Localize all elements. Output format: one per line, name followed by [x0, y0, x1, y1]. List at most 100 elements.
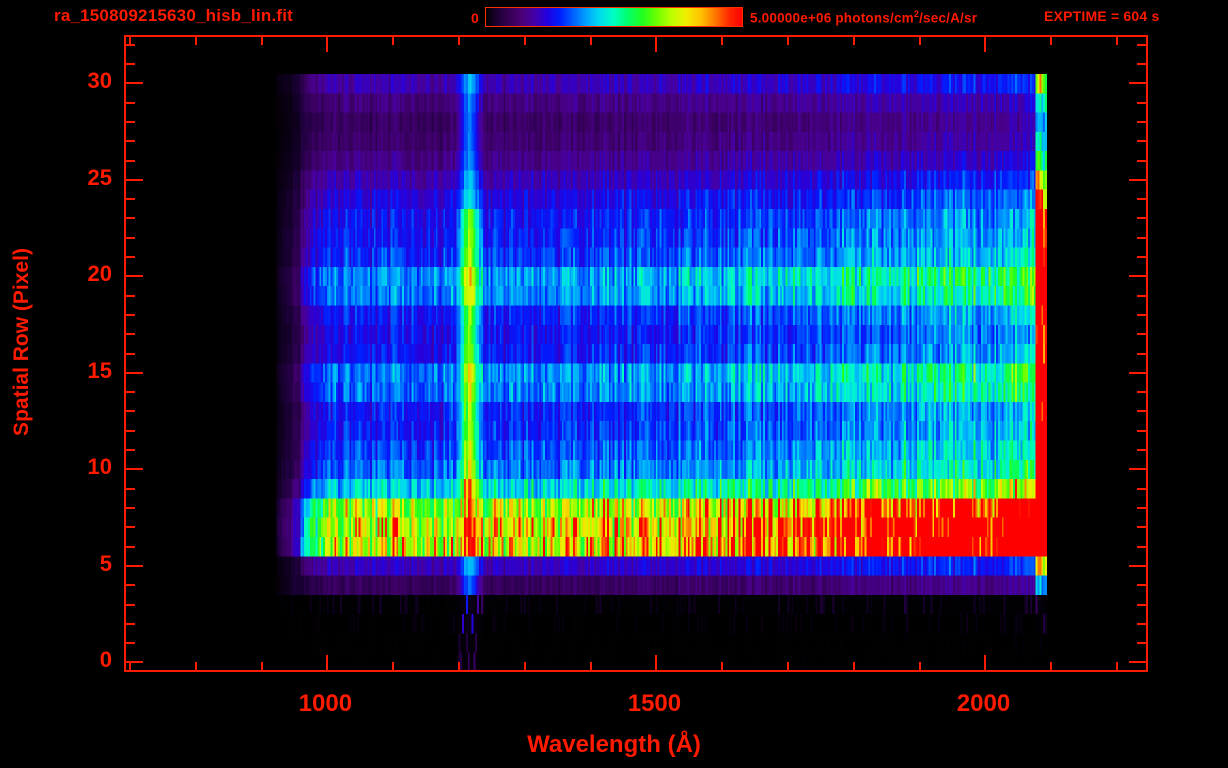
x-tick-minor: [260, 662, 263, 670]
y-tick-minor: [126, 622, 135, 625]
exposure-time-label: EXPTIME = 604 s: [1044, 8, 1160, 24]
y-tick-minor-right: [1137, 313, 1146, 316]
y-tick-label: 10: [87, 454, 112, 480]
y-tick-major: [126, 275, 143, 278]
y-tick-minor-right: [1137, 526, 1146, 529]
y-tick-minor: [126, 545, 135, 548]
colorbar-max-label: 5.00000e+06 photons/cm2/sec/A/sr: [750, 9, 977, 26]
y-tick-minor-right: [1137, 333, 1146, 336]
y-tick-minor-right: [1137, 487, 1146, 490]
y-tick-major: [126, 178, 143, 181]
y-tick-minor-right: [1137, 545, 1146, 548]
y-tick-label: 20: [87, 261, 112, 287]
y-tick-minor-right: [1137, 449, 1146, 452]
y-tick-minor-right: [1137, 217, 1146, 220]
x-tick-minor-top: [392, 37, 395, 45]
x-tick-major-top: [655, 37, 658, 52]
y-tick-minor: [126, 63, 135, 66]
x-tick-minor-top: [194, 37, 197, 45]
y-tick-minor-right: [1137, 584, 1146, 587]
y-tick-minor: [126, 236, 135, 239]
x-tick-minor: [128, 662, 131, 670]
y-tick-minor: [126, 603, 135, 606]
y-tick-major: [126, 661, 143, 664]
x-tick-minor-top: [1050, 37, 1053, 45]
y-tick-minor: [126, 333, 135, 336]
x-tick-minor-top: [128, 37, 131, 45]
y-tick-minor-right: [1137, 236, 1146, 239]
y-tick-major: [126, 371, 143, 374]
y-tick-major-right: [1129, 82, 1146, 85]
y-tick-minor-right: [1137, 101, 1146, 104]
x-tick-minor: [457, 662, 460, 670]
x-tick-major: [984, 655, 987, 670]
x-tick-minor: [787, 662, 790, 670]
y-tick-major-right: [1129, 468, 1146, 471]
colorbar-exponent: 2: [913, 9, 920, 19]
x-tick-minor-top: [260, 37, 263, 45]
y-tick-minor-right: [1137, 159, 1146, 162]
plot-area: [126, 37, 1146, 670]
y-tick-minor: [126, 487, 135, 490]
x-tick-minor-top: [787, 37, 790, 45]
colorbar-min-label: 0: [471, 10, 479, 26]
y-tick-minor-right: [1137, 256, 1146, 259]
x-tick-major-top: [984, 37, 987, 52]
y-tick-minor: [126, 506, 135, 509]
y-tick-major-right: [1129, 564, 1146, 567]
y-tick-minor: [126, 294, 135, 297]
y-tick-minor-right: [1137, 352, 1146, 355]
x-tick-minor: [523, 662, 526, 670]
y-tick-minor-right: [1137, 391, 1146, 394]
colorbar-units-tail: /sec/A/sr: [919, 10, 978, 26]
y-tick-minor: [126, 159, 135, 162]
y-tick-minor-right: [1137, 43, 1146, 46]
colorbar: [485, 7, 743, 27]
colorbar-max-value: 5.00000e+06 photons/cm: [750, 10, 914, 26]
x-tick-minor: [1116, 662, 1119, 670]
y-tick-label: 5: [99, 550, 112, 576]
x-axis-title: Wavelength (Å): [527, 731, 701, 758]
heatmap-image: [276, 74, 1047, 670]
x-tick-major: [326, 655, 329, 670]
x-tick-label: 1000: [298, 690, 353, 717]
y-axis-title: Spatial Row (Pixel): [10, 248, 33, 436]
y-tick-major-right: [1129, 371, 1146, 374]
plot-frame: [124, 35, 1148, 672]
y-tick-minor-right: [1137, 642, 1146, 645]
y-tick-label: 30: [87, 68, 112, 94]
x-tick-label: 2000: [956, 690, 1011, 717]
y-tick-major: [126, 468, 143, 471]
x-tick-minor-top: [852, 37, 855, 45]
y-tick-minor: [126, 140, 135, 143]
y-tick-minor-right: [1137, 120, 1146, 123]
x-tick-minor-top: [523, 37, 526, 45]
x-tick-minor: [1050, 662, 1053, 670]
y-tick-minor: [126, 642, 135, 645]
y-tick-minor: [126, 101, 135, 104]
y-tick-minor: [126, 391, 135, 394]
y-tick-minor-right: [1137, 198, 1146, 201]
y-tick-minor-right: [1137, 603, 1146, 606]
y-tick-minor: [126, 313, 135, 316]
y-tick-minor-right: [1137, 294, 1146, 297]
x-tick-minor-top: [721, 37, 724, 45]
y-tick-minor: [126, 120, 135, 123]
x-tick-minor: [589, 662, 592, 670]
x-tick-minor-top: [457, 37, 460, 45]
x-tick-minor-top: [918, 37, 921, 45]
y-tick-major-right: [1129, 661, 1146, 664]
x-tick-minor: [721, 662, 724, 670]
y-tick-minor: [126, 410, 135, 413]
y-tick-minor-right: [1137, 622, 1146, 625]
y-tick-major: [126, 82, 143, 85]
page-title: ra_150809215630_hisb_lin.fit: [54, 6, 294, 25]
y-tick-minor-right: [1137, 140, 1146, 143]
y-tick-minor-right: [1137, 63, 1146, 66]
y-tick-minor-right: [1137, 429, 1146, 432]
y-tick-minor: [126, 584, 135, 587]
x-tick-minor: [194, 662, 197, 670]
y-tick-major: [126, 564, 143, 567]
y-tick-major-right: [1129, 178, 1146, 181]
